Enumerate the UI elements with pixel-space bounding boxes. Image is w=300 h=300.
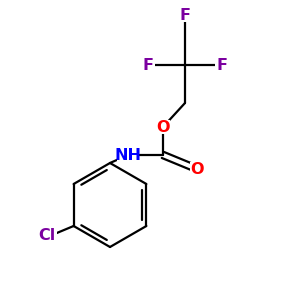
FancyBboxPatch shape <box>215 58 229 72</box>
Text: Cl: Cl <box>38 229 55 244</box>
FancyBboxPatch shape <box>37 229 57 243</box>
Text: F: F <box>217 58 227 73</box>
Text: O: O <box>190 161 204 176</box>
FancyBboxPatch shape <box>190 162 204 176</box>
FancyBboxPatch shape <box>156 120 170 134</box>
FancyBboxPatch shape <box>178 8 192 22</box>
FancyBboxPatch shape <box>117 148 139 162</box>
Text: NH: NH <box>115 148 142 163</box>
Text: F: F <box>142 58 154 73</box>
FancyBboxPatch shape <box>141 58 155 72</box>
Text: F: F <box>179 8 191 22</box>
Text: O: O <box>156 119 170 134</box>
